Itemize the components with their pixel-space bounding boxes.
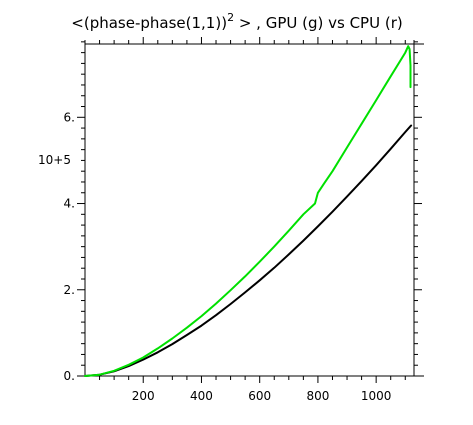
y-tick-label: 4. (64, 197, 75, 211)
chart-title-prefix: <(phase-phase(1,1)) (71, 14, 227, 32)
series-layer (84, 45, 413, 377)
y-tick-label: 0. (64, 369, 75, 383)
chart-title: <(phase-phase(1,1))2 > , GPU (g) vs CPU … (71, 11, 402, 32)
series-line-0 (84, 124, 413, 377)
axes: 200 400 600 800 1000 0. 2. 4. 6. (64, 37, 424, 403)
chart-title-superscript: 2 (227, 11, 234, 24)
x-tick-label: 800 (306, 389, 329, 403)
x-tick-label: 1000 (361, 389, 392, 403)
x-tick-label: 600 (248, 389, 271, 403)
y-tick-label: 2. (64, 283, 75, 297)
y-scale-label: 10+5 (38, 153, 71, 167)
x-tick-label: 400 (190, 389, 213, 403)
series-line-1 (84, 45, 412, 377)
x-tick-label: 200 (132, 389, 155, 403)
y-tick-label: 6. (64, 110, 75, 124)
chart-title-suffix: > , GPU (g) vs CPU (r) (234, 14, 403, 32)
